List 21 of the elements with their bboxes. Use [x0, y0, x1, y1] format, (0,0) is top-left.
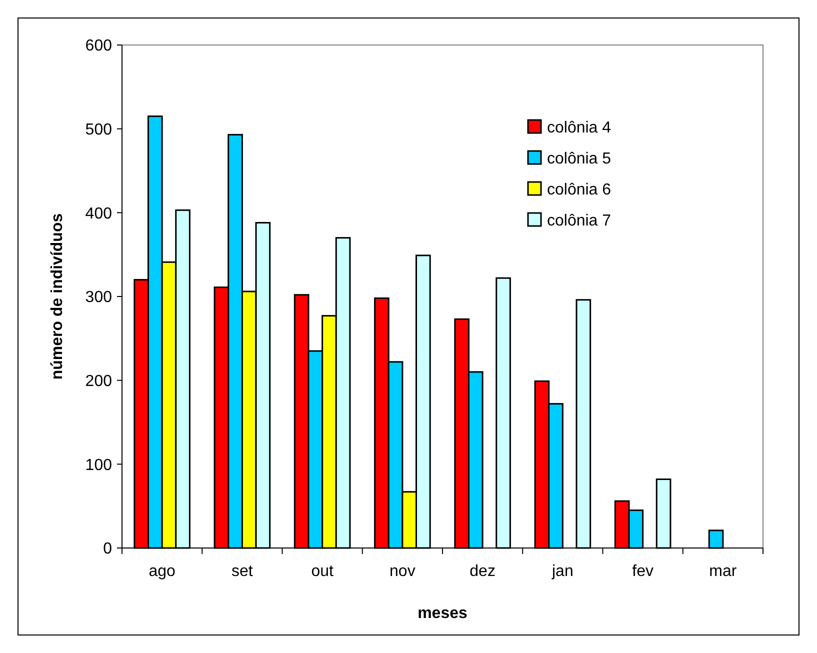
x-tick-label: out [311, 563, 334, 580]
y-tick-label: 500 [85, 121, 112, 138]
legend-label: colônia 5 [547, 150, 612, 168]
x-axis-title: meses [418, 605, 468, 622]
x-tick-label: mar [709, 563, 738, 580]
legend-label: colônia 4 [547, 120, 612, 137]
y-tick-label: 400 [85, 205, 112, 222]
y-tick-label: 300 [85, 289, 112, 306]
legend-label: colônia 6 [547, 182, 612, 199]
y-axis-title: número de indivíduos [49, 213, 66, 380]
y-tick-label: 200 [85, 372, 112, 390]
x-tick-label: fev [632, 563, 654, 580]
y-tick-label: 0 [103, 540, 112, 558]
x-tick-label: jan [551, 563, 574, 580]
legend-label: colônia 7 [547, 212, 612, 230]
x-tick-label: ago [148, 563, 176, 580]
x-tick-label: set [232, 563, 254, 580]
y-tick-label: 600 [85, 38, 112, 55]
x-tick-label: dez [470, 563, 496, 580]
x-tick-label: nov [390, 563, 416, 580]
y-tick-label: 100 [85, 456, 112, 474]
